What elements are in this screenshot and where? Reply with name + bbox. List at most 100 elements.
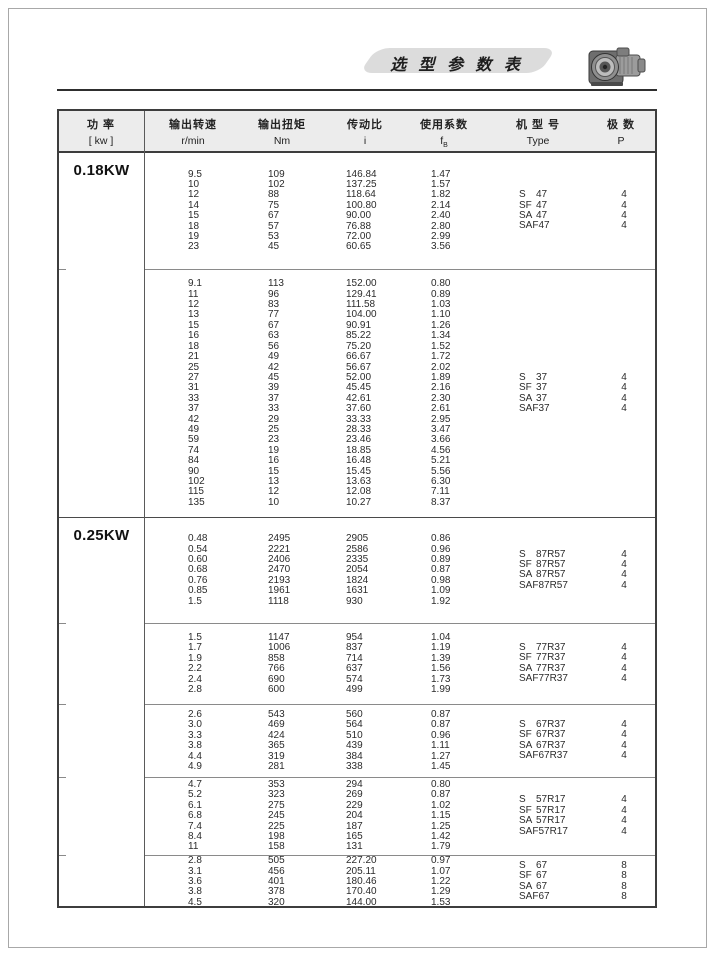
table-row: 13 77 104.00 1.10 xyxy=(188,309,655,321)
power-label: 0.18KW xyxy=(73,162,130,179)
type-size: 77R37 xyxy=(536,652,566,664)
service-factor-value: 1.89 xyxy=(431,371,451,383)
power-column-divider xyxy=(144,111,145,906)
speed-value: 3.8 xyxy=(188,740,202,752)
type-prefix: SA xyxy=(519,392,533,404)
speed-value: 37 xyxy=(188,403,200,415)
service-factor-value: 1.02 xyxy=(431,799,451,811)
speed-value: 18 xyxy=(188,340,200,352)
torque-value: 49 xyxy=(268,351,280,363)
speed-value: 13 xyxy=(188,309,200,321)
type-size: 67 xyxy=(536,860,548,872)
ratio-value: 229 xyxy=(346,799,363,811)
ratio-value: 560 xyxy=(346,708,363,720)
speed-value: 9.1 xyxy=(188,278,202,290)
ratio-value: 2335 xyxy=(346,554,369,565)
ratio-block: 1.5 1147 954 1.04 1.7 1006 837 1.19 1.9 858 714 1.3… xyxy=(59,623,655,704)
table-row: 4.5 320 144.00 1.53 xyxy=(188,896,655,908)
type-label: SF 87R57 xyxy=(519,559,568,570)
speed-value: 0.60 xyxy=(188,554,208,565)
gear-motor-image xyxy=(588,47,646,86)
table-row: 11 96 129.41 0.89 xyxy=(188,289,655,300)
ratio-value: 439 xyxy=(346,740,363,752)
table-row: 12 88 118.64 1.82 xyxy=(188,189,655,200)
type-label: SAF37 xyxy=(519,403,550,414)
type-size: 37 xyxy=(536,392,548,404)
service-factor-value: 1.15 xyxy=(431,810,451,822)
type-label: SAF57R17 xyxy=(519,826,568,837)
table-row: 2.8 505 227.20 0.97 xyxy=(188,855,655,867)
table-row: 9.5 109 146.84 1.47 xyxy=(188,169,655,180)
ratio-value: 18.85 xyxy=(346,444,372,456)
table-row: 19 53 72.00 2.99 xyxy=(188,231,655,242)
speed-value: 1.5 xyxy=(188,632,202,644)
torque-value: 319 xyxy=(268,750,285,762)
table-row: 3.0 469 564 0.87 xyxy=(188,719,655,730)
ratio-value: 131 xyxy=(346,841,363,853)
service-factor-value: 1.52 xyxy=(431,340,451,352)
ratio-block: 2.8 505 227.20 0.97 3.1 456 205.11 1.07 3.6 401 18… xyxy=(59,854,655,908)
ratio-value: 152.00 xyxy=(346,278,377,290)
ratio-value: 56.67 xyxy=(346,361,372,373)
service-factor-value: 0.87 xyxy=(431,708,451,720)
page-title: 选 型 参 数 表 xyxy=(390,57,524,74)
type-size: 37 xyxy=(536,382,548,394)
ratio-value: 954 xyxy=(346,632,363,644)
speed-value: 102 xyxy=(188,475,205,487)
type-prefix: SA xyxy=(519,569,533,581)
type-prefix: SF xyxy=(519,652,532,664)
type-column: S 57R17 SF 57R17 SA 57R17 SAF57R17 xyxy=(519,795,568,838)
ratio-value: 33.33 xyxy=(346,413,372,425)
service-factor-value: 1.19 xyxy=(431,642,451,654)
type-label: SA 37 xyxy=(519,392,550,404)
ratio-value: 16.48 xyxy=(346,455,372,467)
service-factor-value: 0.87 xyxy=(431,564,451,576)
ratio-value: 714 xyxy=(346,652,363,664)
service-factor-value: 1.26 xyxy=(431,319,451,331)
speed-value: 42 xyxy=(188,413,200,425)
poles-value: 8 xyxy=(621,860,627,872)
service-factor-value: 1.45 xyxy=(431,761,451,772)
service-factor-value: 7.11 xyxy=(431,486,450,498)
torque-value: 424 xyxy=(268,729,285,741)
type-prefix: SAF xyxy=(519,891,539,903)
torque-value: 2495 xyxy=(268,533,291,545)
speed-value: 18 xyxy=(188,220,200,232)
poles-value: 4 xyxy=(621,371,627,383)
service-factor-value: 2.14 xyxy=(431,199,451,211)
table-row: 2.8 600 499 1.99 xyxy=(188,684,655,695)
header-rule xyxy=(57,89,657,91)
table-body: 0.18KW 9.5 109 146.84 1.47 10 102 137.25 1.57 12 8… xyxy=(59,153,655,908)
ratio-value: 90.00 xyxy=(346,210,372,222)
torque-value: 858 xyxy=(268,652,285,664)
poles-value: 4 xyxy=(621,548,627,560)
speed-value: 2.6 xyxy=(188,708,202,720)
torque-value: 1118 xyxy=(268,595,289,607)
table-row: 135 10 10.27 8.37 xyxy=(188,497,655,508)
col-header-speed: 输出转速 r/min xyxy=(169,119,217,147)
torque-value: 45 xyxy=(268,371,280,383)
ratio-value: 227.20 xyxy=(346,855,377,867)
poles-value: 4 xyxy=(621,815,627,827)
torque-value: 365 xyxy=(268,740,285,752)
torque-value: 2406 xyxy=(268,554,291,565)
ratio-value: 2905 xyxy=(346,533,369,545)
torque-value: 13 xyxy=(268,475,280,487)
torque-value: 1006 xyxy=(268,642,291,654)
type-label: S 37 xyxy=(519,372,550,383)
torque-value: 63 xyxy=(268,330,280,342)
service-factor-value: 4.56 xyxy=(431,444,451,456)
service-factor-value: 0.80 xyxy=(431,778,451,790)
type-prefix: SF xyxy=(519,382,532,394)
ratio-value: 204 xyxy=(346,810,363,822)
table-row: 15 67 90.00 2.40 xyxy=(188,210,655,222)
speed-value: 21 xyxy=(188,351,200,363)
service-factor-value: 1.53 xyxy=(431,896,451,908)
col-header-torque: 输出扭矩 Nm xyxy=(258,119,306,147)
service-factor-value: 1.34 xyxy=(431,330,451,342)
table-row: 5.2 323 269 0.87 xyxy=(188,789,655,800)
type-label: SA 77R37 xyxy=(519,663,568,674)
table-row: 4.9 281 338 1.45 xyxy=(188,761,655,772)
